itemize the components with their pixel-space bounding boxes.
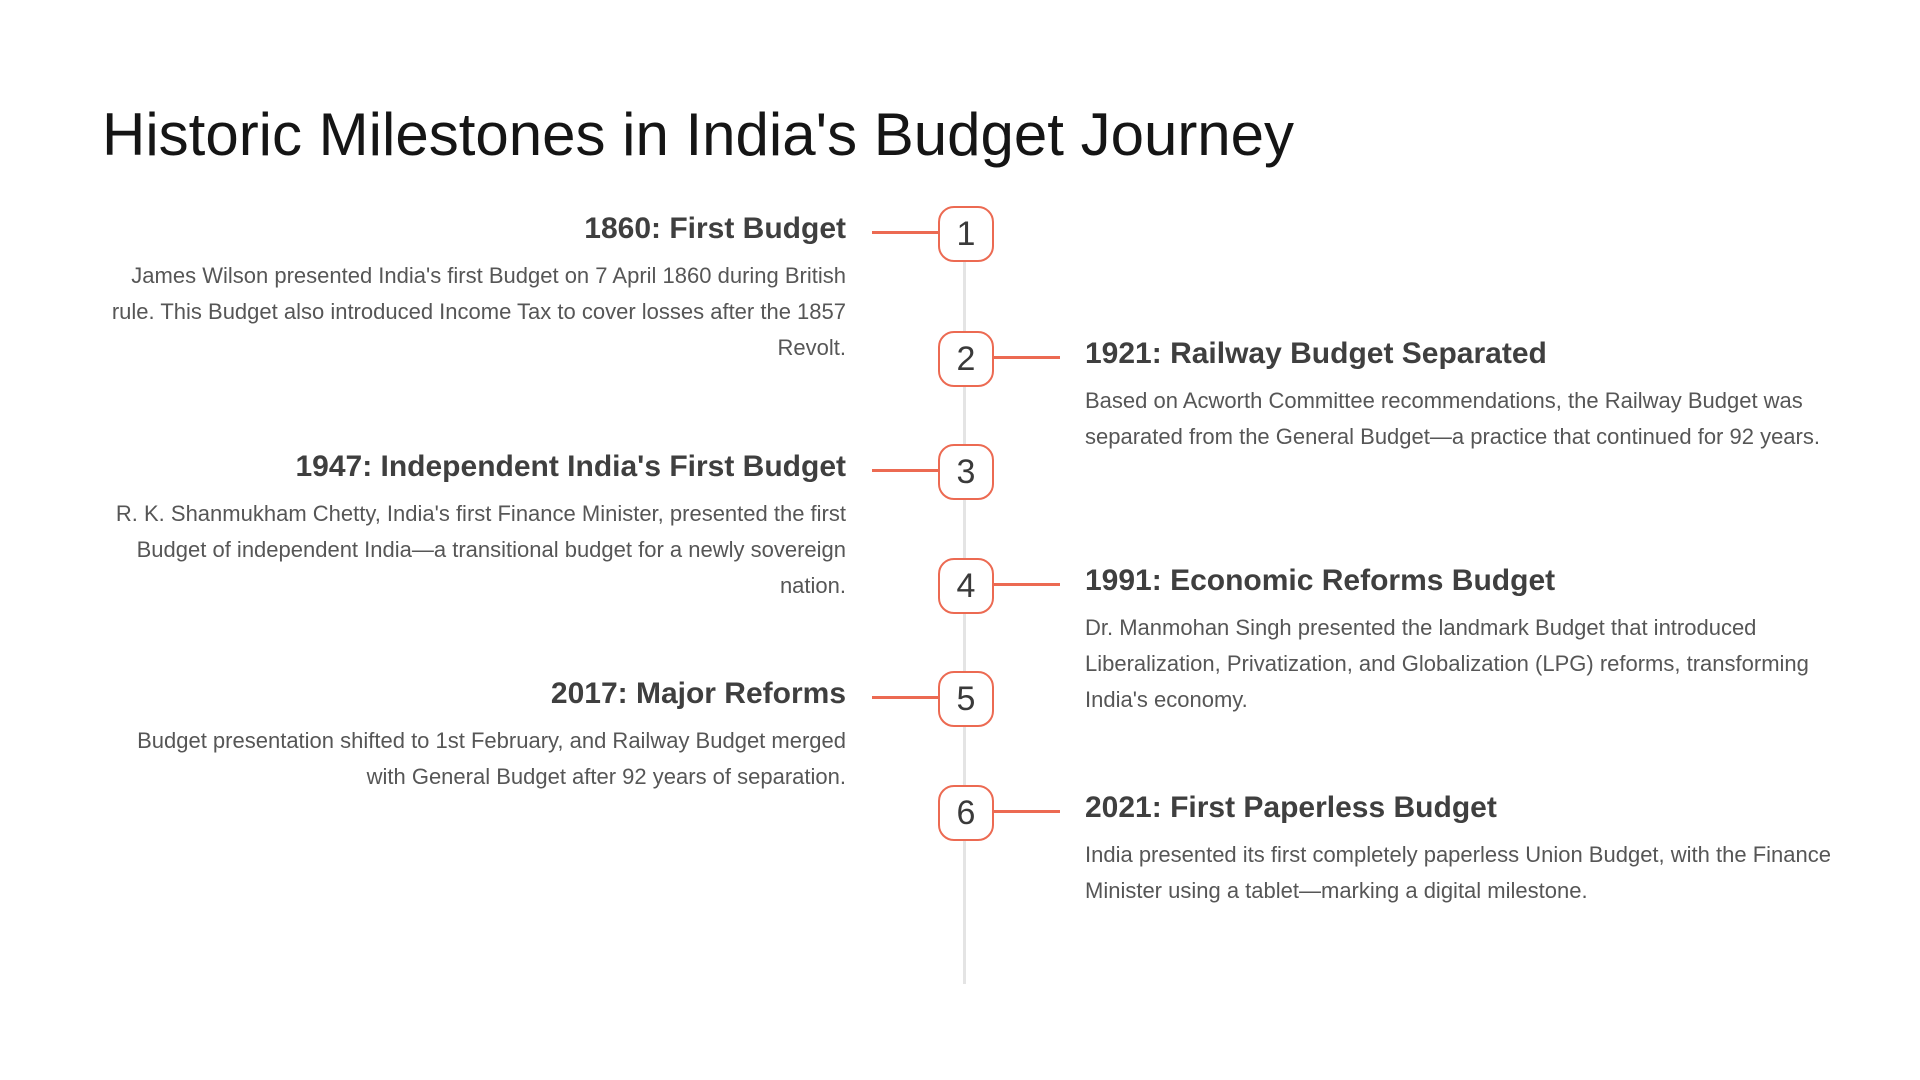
- milestone-title: 2017: Major Reforms: [550, 677, 846, 710]
- milestone-title: 1860: First Budget: [584, 212, 846, 245]
- milestone-3: 1947: Independent India's First Budget R…: [110, 450, 846, 604]
- milestone-title: 1991: Economic Reforms Budget: [1085, 564, 1556, 597]
- milestone-marker-1: 1: [938, 206, 994, 262]
- connector-4: [994, 583, 1060, 586]
- milestone-marker-2: 2: [938, 331, 994, 387]
- page-title: Historic Milestones in India's Budget Jo…: [102, 101, 1295, 168]
- milestone-5: 2017: Major Reforms Budget presentation …: [110, 677, 846, 795]
- milestone-1: 1860: First Budget James Wilson presente…: [110, 212, 846, 366]
- milestone-title: 1921: Railway Budget Separated: [1085, 337, 1547, 370]
- connector-5: [872, 696, 938, 699]
- milestone-description: R. K. Shanmukham Chetty, India's first F…: [115, 501, 846, 598]
- connector-2: [994, 356, 1060, 359]
- milestone-2: 1921: Railway Budget Separated Based on …: [1085, 337, 1835, 455]
- milestone-description: Based on Acworth Committee recommendatio…: [1085, 388, 1820, 449]
- connector-3: [872, 469, 938, 472]
- milestone-marker-6: 6: [938, 785, 994, 841]
- milestone-description: India presented its first completely pap…: [1085, 842, 1831, 903]
- milestone-4: 1991: Economic Reforms Budget Dr. Manmoh…: [1085, 564, 1835, 718]
- milestone-marker-4: 4: [938, 558, 994, 614]
- milestone-description: Budget presentation shifted to 1st Febru…: [137, 728, 846, 789]
- milestone-marker-5: 5: [938, 671, 994, 727]
- milestone-title: 2021: First Paperless Budget: [1085, 791, 1497, 824]
- milestone-marker-3: 3: [938, 444, 994, 500]
- milestone-6: 2021: First Paperless Budget India prese…: [1085, 791, 1835, 909]
- connector-6: [994, 810, 1060, 813]
- connector-1: [872, 231, 938, 234]
- milestone-description: James Wilson presented India's first Bud…: [111, 263, 846, 360]
- milestone-title: 1947: Independent India's First Budget: [295, 450, 846, 483]
- milestone-description: Dr. Manmohan Singh presented the landmar…: [1085, 615, 1809, 712]
